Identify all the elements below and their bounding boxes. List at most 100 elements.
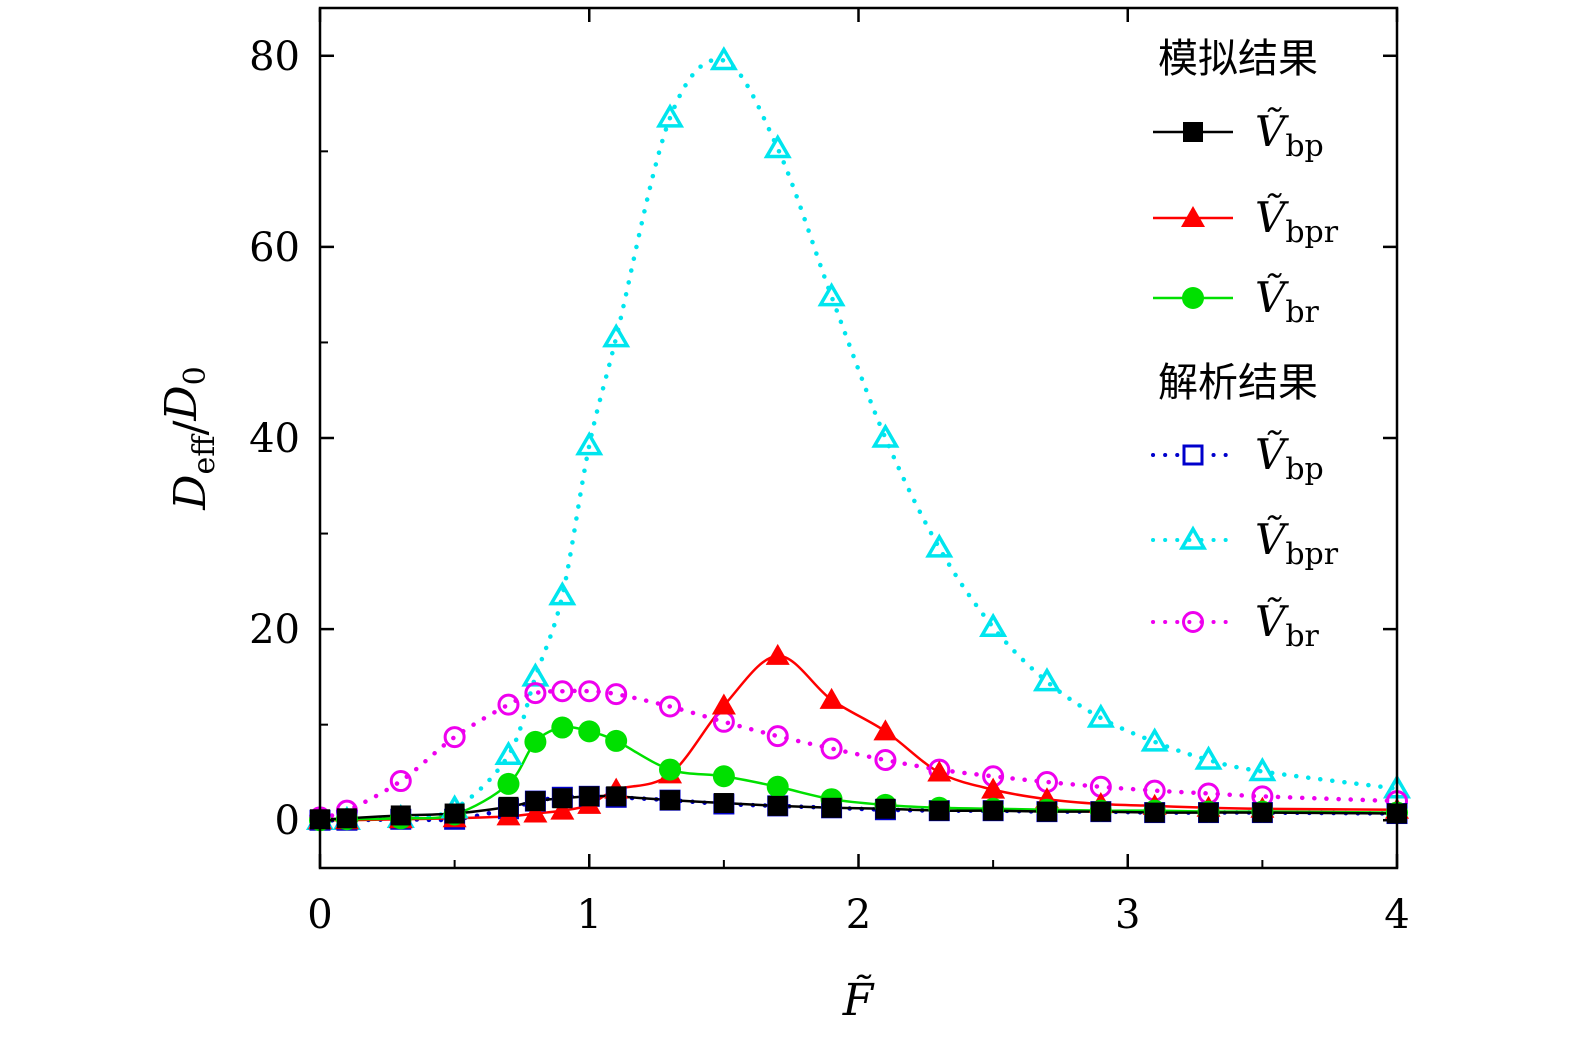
- y-axis-title-part-2: /: [165, 420, 216, 435]
- x-tick-label-2: 2: [846, 892, 871, 938]
- legend-heading-1: 解析结果: [1158, 360, 1318, 406]
- data-point-ana_br-10: [712, 710, 735, 733]
- data-point-sim_bpr-12: [819, 687, 844, 709]
- plot-frame: [318, 6, 1399, 870]
- legend-label-sub-sim_bpr: bpr: [1285, 215, 1338, 250]
- data-point-ana_br-6: [551, 680, 574, 703]
- data-point-ana_bpr-19: [1194, 745, 1223, 770]
- y-axis-title-part-0: D: [165, 475, 216, 511]
- data-point-sim_bpr-15: [981, 777, 1006, 799]
- data-point-sim_bp-14: [929, 800, 950, 821]
- x-tick-label-3: 3: [1115, 892, 1140, 938]
- data-point-sim_bpr-13: [873, 719, 898, 741]
- data-point-ana_bpr-20: [1248, 756, 1277, 782]
- legend-label-sim_br: Ṽbr: [1255, 272, 1320, 330]
- y-tick-label-3: 60: [249, 225, 300, 271]
- legend-marker-ana_br: [1182, 611, 1204, 633]
- y-axis-title: Deff/D0: [156, 366, 222, 511]
- legend-label-var-sim_bpr: Ṽ: [1255, 192, 1289, 242]
- data-point-sim_br-5: [524, 730, 547, 753]
- x-axis-title: F̃: [842, 973, 875, 1026]
- data-point-ana_br-8: [605, 683, 628, 706]
- data-point-ana_bpr-16: [1032, 667, 1062, 692]
- legend-label-sub-sim_bp: bp: [1285, 129, 1323, 164]
- data-point-ana_br-13: [874, 749, 897, 772]
- data-point-ana_br-7: [578, 680, 601, 703]
- data-point-sim_bp-8: [606, 786, 627, 807]
- data-point-ana_br-3: [443, 726, 466, 749]
- data-point-sim_bpr-11: [765, 643, 790, 665]
- data-point-ana_bpr-15: [979, 612, 1008, 637]
- data-point-ana_br-11: [766, 725, 789, 748]
- data-point-sim_bp-4: [498, 796, 519, 817]
- data-point-sim_bp-20: [1252, 802, 1273, 823]
- y-axis-title-part-1: eff: [187, 433, 222, 475]
- x-tick-label-4: 4: [1384, 892, 1409, 938]
- data-point-ana_bpr-13: [871, 423, 900, 448]
- data-point-ana_bpr-18: [1140, 727, 1169, 752]
- y-tick-label-2: 40: [249, 416, 300, 462]
- plot-area: [305, 46, 1412, 832]
- data-point-ana_bpr-14: [925, 533, 954, 558]
- data-point-ana_bpr-6: [548, 581, 577, 606]
- x-tick-label-0: 0: [307, 892, 332, 938]
- series-line-sim_br: [319, 725, 1398, 822]
- legend-marker-sim_bpr: [1181, 206, 1205, 227]
- legend-label-var-ana_bpr: Ṽ: [1255, 514, 1289, 564]
- data-point-sim_bp-19: [1198, 802, 1219, 823]
- legend-marker-sim_br: [1182, 287, 1204, 309]
- legend-label-var-ana_br: Ṽ: [1255, 596, 1289, 646]
- legend-marker-ana_bpr: [1178, 525, 1208, 550]
- legend-label-var-ana_bp: Ṽ: [1255, 429, 1289, 479]
- data-point-sim_bpr-5: [523, 801, 548, 823]
- legend-heading-0: 模拟结果: [1158, 36, 1318, 82]
- legend-label-sim_bpr: Ṽbpr: [1255, 192, 1339, 250]
- y-axis-title-part-3: D: [156, 385, 207, 421]
- y-tick-label-4: 80: [249, 34, 300, 80]
- legend-label-ana_bp: Ṽbp: [1255, 429, 1324, 487]
- legend-marker-ana_bp: [1182, 444, 1204, 466]
- data-point-sim_bp-18: [1144, 802, 1165, 823]
- series-line-sim_bpr: [319, 654, 1398, 822]
- data-point-ana_bpr-8: [602, 323, 631, 348]
- data-point-ana_bpr-7: [575, 431, 604, 456]
- data-point-sim_bp-13: [875, 798, 896, 819]
- data-point-ana_br-5: [524, 682, 547, 705]
- legend-label-var-sim_bp: Ṽ: [1255, 106, 1289, 156]
- data-point-ana_bpr-9: [655, 103, 685, 128]
- data-point-ana_bpr-11: [763, 133, 792, 159]
- data-point-sim_br-7: [578, 720, 601, 743]
- data-point-sim_bp-7: [579, 786, 600, 807]
- x-tick-label-1: 1: [577, 892, 602, 938]
- legend-label-ana_br: Ṽbr: [1255, 596, 1320, 654]
- data-point-sim_bp-16: [1036, 801, 1057, 822]
- series-line-ana_br: [317, 688, 1400, 820]
- data-point-sim_bp-2: [390, 805, 411, 826]
- data-point-sim_bp-5: [525, 791, 546, 812]
- data-point-sim_br-11: [766, 775, 789, 798]
- legend-marker-sim_bp: [1183, 122, 1203, 142]
- data-point-sim_bp-1: [336, 808, 357, 829]
- data-point-ana_bpr-10: [709, 46, 738, 71]
- data-point-sim_br-9: [659, 758, 682, 781]
- legend-label-sub-ana_br: br: [1285, 619, 1319, 654]
- legend-label-var-sim_br: Ṽ: [1255, 272, 1289, 322]
- data-point-sim_br-4: [497, 772, 520, 795]
- legend-label-sub-sim_br: br: [1285, 295, 1319, 330]
- data-point-sim_bpr-10: [711, 693, 736, 715]
- data-point-sim_br-10: [712, 765, 735, 788]
- legend-label-sub-ana_bpr: bpr: [1285, 537, 1338, 572]
- data-point-ana_br-2: [389, 770, 412, 793]
- data-point-sim_br-8: [605, 729, 628, 752]
- data-point-sim_bpr-14: [927, 760, 952, 782]
- y-tick-label-0: 0: [275, 798, 300, 844]
- data-point-ana_br-4: [497, 693, 520, 716]
- legend-label-sub-ana_bp: bp: [1285, 452, 1323, 487]
- data-point-ana_bpr-17: [1086, 703, 1115, 728]
- data-point-sim_bp-15: [983, 800, 1004, 821]
- data-point-sim_bp-11: [767, 795, 788, 816]
- data-point-sim_bp-12: [821, 797, 842, 818]
